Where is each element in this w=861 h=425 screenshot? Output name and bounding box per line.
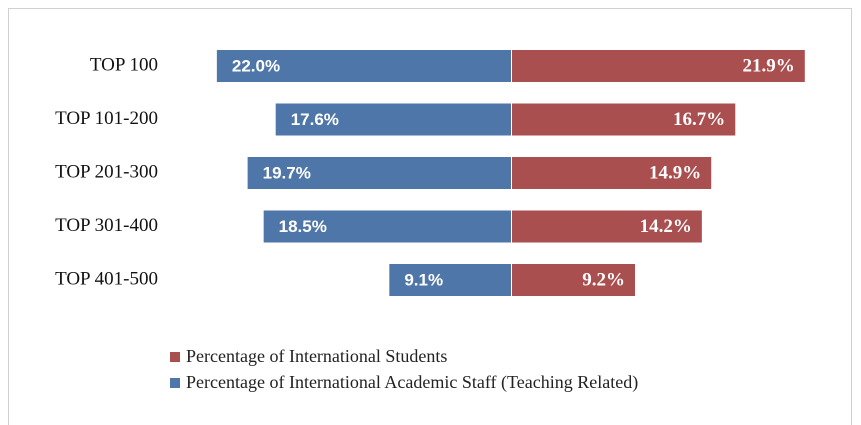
bar: [512, 210, 702, 243]
data-label: 22.0%: [232, 56, 280, 75]
data-label: 14.9%: [649, 162, 701, 183]
chart-frame: [8, 8, 852, 425]
legend-label: Percentage of International Academic Sta…: [186, 372, 638, 393]
data-label: 18.5%: [279, 217, 327, 236]
data-label: 21.9%: [743, 55, 795, 76]
data-label: 16.7%: [673, 109, 725, 130]
category-label: TOP 100: [90, 54, 158, 75]
category-label: TOP 301-400: [55, 215, 158, 236]
category-label: TOP 201-300: [55, 161, 158, 182]
category-label: TOP 401-500: [55, 268, 158, 289]
category-label: TOP 101-200: [55, 108, 158, 129]
bar: [512, 50, 805, 82]
bar: [275, 103, 511, 136]
data-label: 9.2%: [582, 269, 625, 290]
bar: [247, 157, 511, 189]
data-label: 17.6%: [291, 110, 339, 129]
data-label: 9.1%: [404, 270, 443, 289]
bar: [512, 264, 636, 296]
legend-swatch: [170, 352, 180, 362]
bar: [512, 103, 736, 136]
bar: [263, 210, 511, 243]
bar: [512, 157, 712, 189]
bar: [389, 264, 511, 296]
bar: [216, 50, 512, 82]
legend-label: Percentage of International Students: [186, 346, 447, 366]
legend-swatch: [170, 378, 180, 388]
data-label: 19.7%: [263, 163, 311, 182]
data-label: 14.2%: [640, 216, 692, 237]
